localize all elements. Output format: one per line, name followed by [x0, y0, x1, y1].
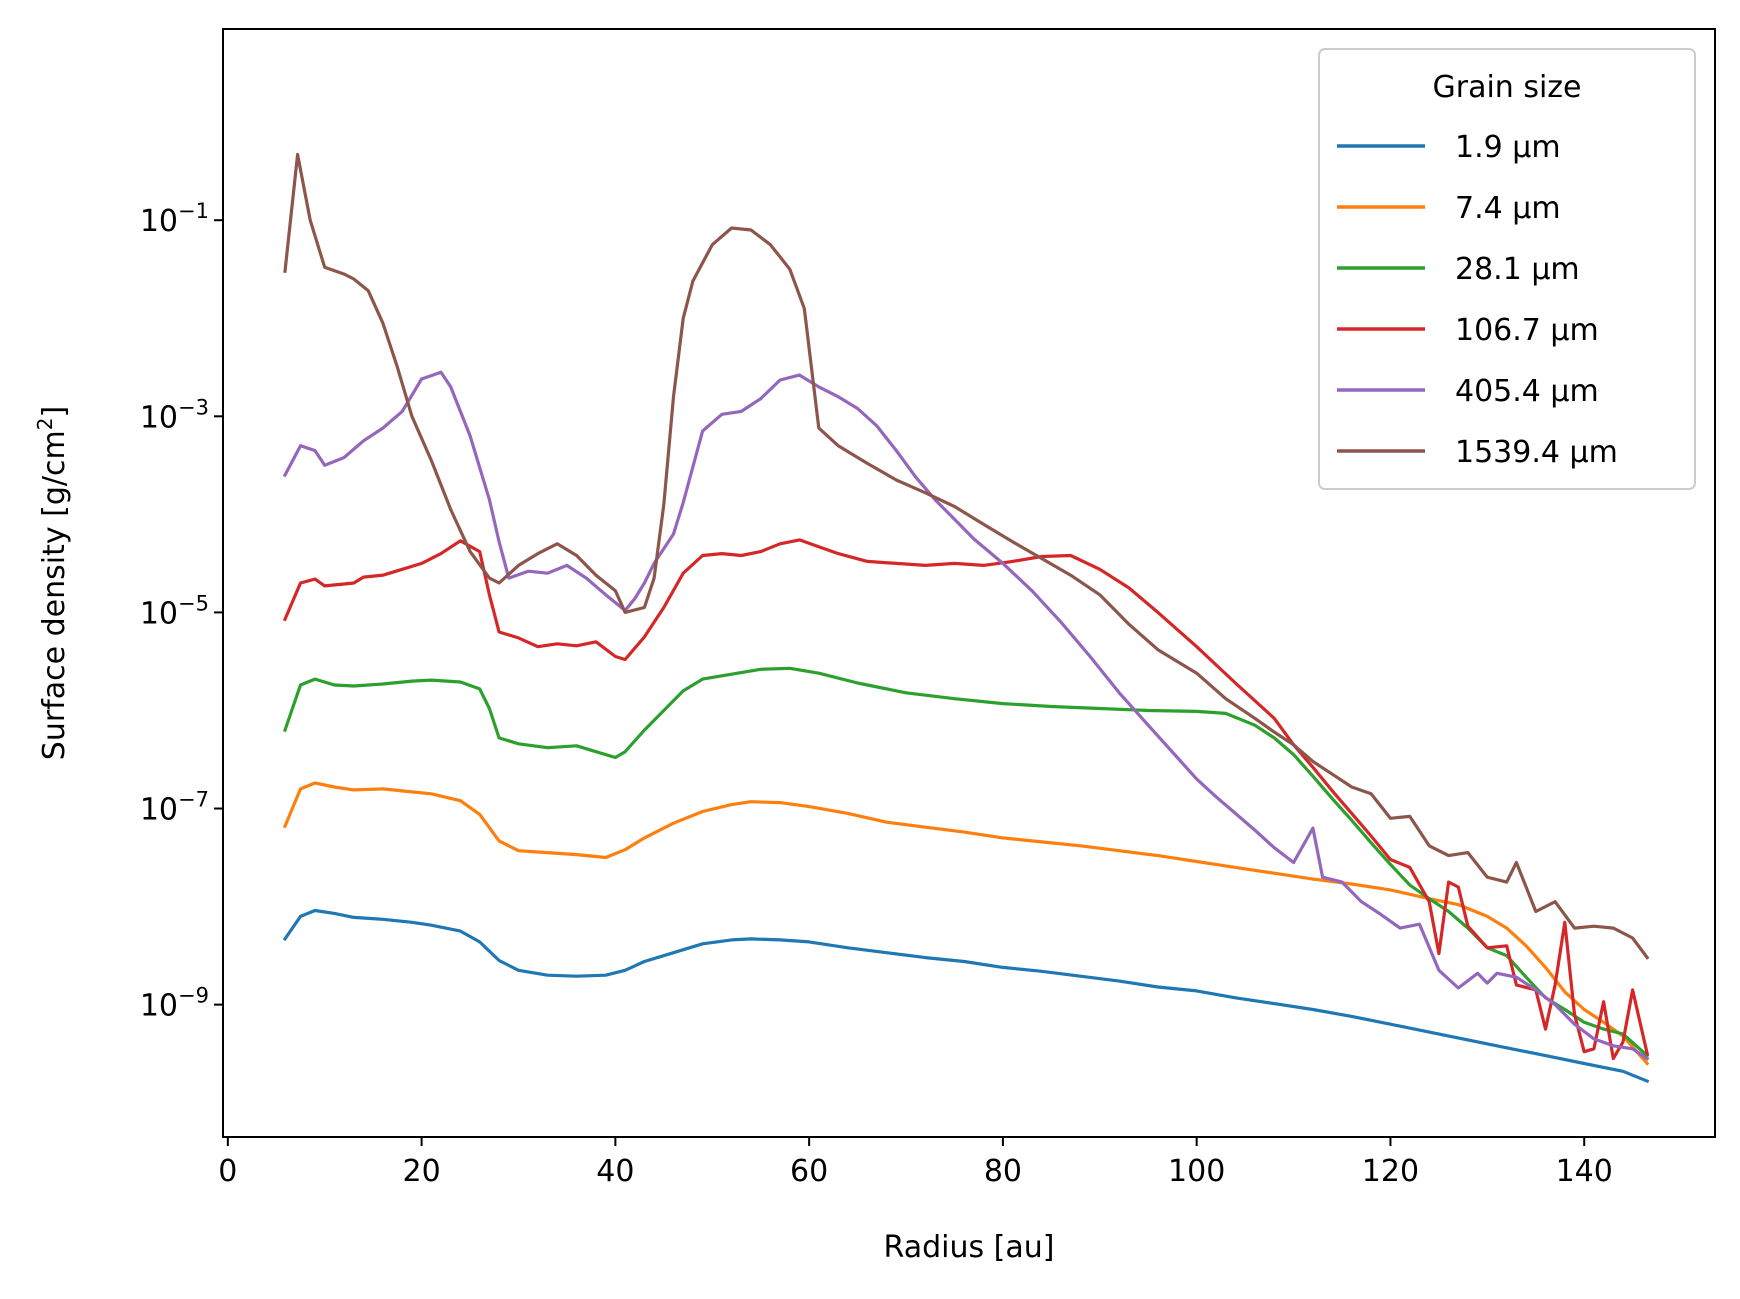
- legend-label-5: 1539.4 µm: [1455, 435, 1618, 470]
- legend-box: [1318, 48, 1696, 490]
- legend-label-1: 7.4 µm: [1455, 191, 1561, 226]
- y-tick-label: 10−3: [140, 395, 209, 435]
- series-line-2: [282, 666, 1650, 1058]
- legend-label-2: 28.1 µm: [1455, 252, 1580, 287]
- y-tick-label: 10−5: [140, 591, 209, 631]
- y-tick-base: 10: [140, 204, 178, 239]
- x-tick-label: 140: [1556, 1154, 1613, 1189]
- y-axis: 10−110−310−510−710−9: [140, 199, 223, 1024]
- legend-title: Grain size: [1432, 70, 1581, 105]
- y-axis-label-superscript: 2: [33, 418, 57, 431]
- y-tick-base: 10: [140, 400, 178, 435]
- y-tick-base: 10: [140, 793, 178, 828]
- series-line-1: [282, 781, 1650, 1066]
- legend: Grain size 1.9 µm 7.4 µm 28.1 µm 106.7 µm 40…: [1318, 48, 1696, 490]
- plot-frame: [222, 28, 1716, 1138]
- x-tick-label: 100: [1168, 1154, 1225, 1189]
- y-tick-base: 10: [140, 989, 178, 1024]
- x-tick-label: 80: [984, 1154, 1022, 1189]
- y-tick-exponent: −1: [178, 199, 209, 223]
- legend-label-3: 106.7 µm: [1455, 313, 1599, 348]
- series-line-4: [282, 370, 1650, 1061]
- x-axis-label: Radius [au]: [884, 1230, 1055, 1265]
- x-tick-label: 20: [403, 1154, 441, 1189]
- y-tick-exponent: −9: [178, 984, 209, 1008]
- legend-label-4: 405.4 µm: [1455, 374, 1599, 409]
- y-axis-label-end: ]: [37, 406, 72, 418]
- y-tick-base: 10: [140, 596, 178, 631]
- y-tick-label: 10−9: [140, 984, 209, 1024]
- x-tick-label: 40: [596, 1154, 634, 1189]
- series-layer: [282, 152, 1650, 1084]
- x-tick-label: 60: [790, 1154, 828, 1189]
- legend-label-0: 1.9 µm: [1455, 130, 1561, 165]
- y-axis-label-main: Surface density [g/cm: [37, 430, 72, 760]
- series-line-5: [283, 152, 1650, 960]
- x-axis: 0 20 40 60 80 100 120 140: [218, 1137, 1613, 1189]
- y-tick-exponent: −5: [178, 591, 209, 615]
- x-tick-label: 0: [218, 1154, 237, 1189]
- y-tick-exponent: −7: [178, 788, 209, 812]
- series-line-0: [282, 908, 1650, 1084]
- y-tick-exponent: −3: [178, 395, 209, 419]
- legend-entries: 1.9 µm 7.4 µm 28.1 µm 106.7 µm 405.4 µm 1539.…: [1337, 130, 1618, 470]
- y-tick-label: 10−1: [140, 199, 209, 239]
- y-axis-label: Surface density [g/cm2]: [33, 406, 72, 760]
- y-tick-label: 10−7: [140, 788, 209, 828]
- x-tick-label: 120: [1362, 1154, 1419, 1189]
